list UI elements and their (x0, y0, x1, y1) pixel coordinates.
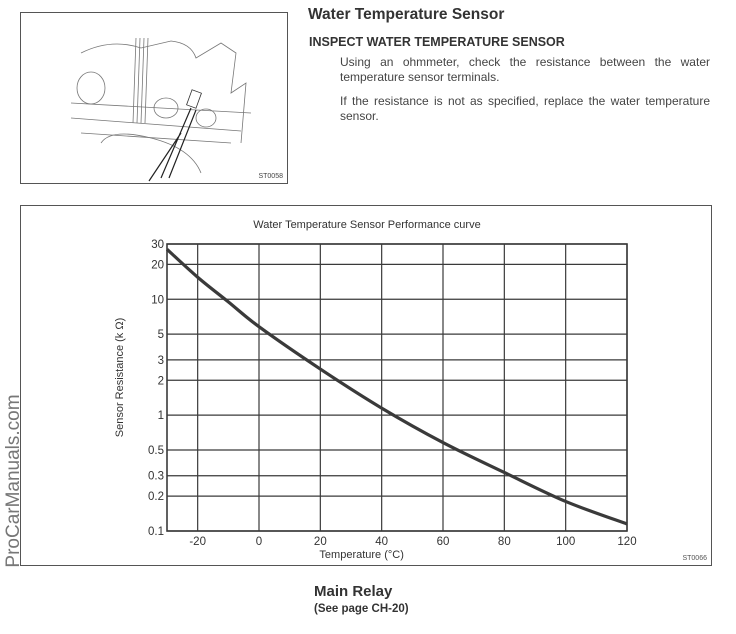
instruction-paragraph: Using an ohmmeter, check the resistance … (340, 55, 710, 84)
chart-title: Water Temperature Sensor Performance cur… (253, 219, 480, 231)
x-tick-label: 0 (256, 536, 262, 548)
x-tick-label: 80 (498, 536, 511, 548)
section-title: Water Temperature Sensor (308, 6, 505, 23)
figure-code: ST0058 (258, 173, 283, 180)
next-section-reference: (See page CH-20) (314, 603, 409, 615)
y-tick-label: 20 (151, 259, 164, 271)
y-axis-label: Sensor Resistance (k Ω) (114, 318, 126, 438)
resistance-curve (165, 248, 628, 526)
y-tick-label: 2 (158, 375, 164, 387)
y-tick-label: 1 (158, 410, 164, 422)
y-tick-label: 5 (158, 329, 164, 341)
performance-chart: -20 0 20 40 60 80 100 120 30 20 10 5 3 2 1 0.5 0.3 0.2 0.1… (20, 205, 712, 566)
y-tick-label: 0.2 (148, 491, 164, 503)
engine-sensor-drawing (70, 37, 252, 182)
y-tick-label: 3 (158, 355, 164, 367)
x-tick-label: 40 (375, 536, 388, 548)
y-tick-label: 30 (151, 239, 164, 251)
x-tick-label: 20 (314, 536, 327, 548)
y-tick-label: 0.1 (148, 526, 164, 538)
chart-figure-code: ST0066 (682, 555, 707, 562)
section-subheading: INSPECT WATER TEMPERATURE SENSOR (309, 35, 565, 49)
x-tick-label: 60 (437, 536, 450, 548)
sensor-illustration: ST0058 (20, 12, 288, 184)
chart-canvas: -20 0 20 40 60 80 100 120 30 20 10 5 3 2 1 0.5 0.3 0.2 0.1… (114, 219, 637, 561)
y-tick-label: 10 (151, 294, 164, 306)
x-tick-label: -20 (189, 536, 206, 548)
next-section-title: Main Relay (314, 583, 393, 600)
x-axis-label: Temperature (°C) (319, 549, 403, 561)
instruction-paragraph: If the resistance is not as specified, r… (340, 94, 710, 123)
y-tick-label: 0.5 (148, 445, 164, 457)
plot-frame (166, 243, 628, 532)
x-tick-label: 100 (556, 536, 575, 548)
x-tick-label: 120 (617, 536, 636, 548)
y-tick-label: 0.3 (148, 471, 164, 483)
watermark: ProCarManuals.com (3, 394, 24, 568)
